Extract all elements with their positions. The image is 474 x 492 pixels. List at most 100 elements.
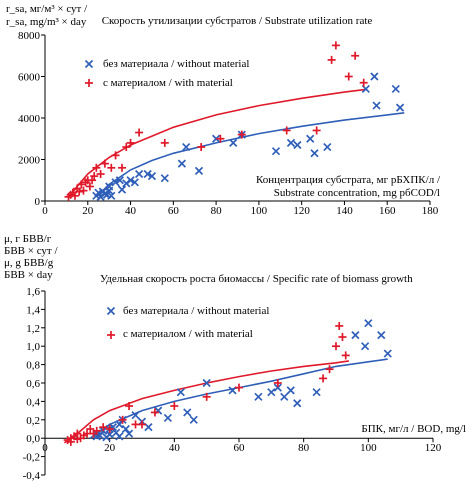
point-without-material [115,432,124,441]
x-tick-label: 20 [82,205,94,217]
point-without-material [194,166,204,176]
y-axis-label-line1: μ, г БВВ/г [4,233,52,245]
legend-label-with-material: с материалом / with material [123,328,253,340]
point-with-material [111,151,120,160]
point-with-material [138,420,146,429]
legend-marker-without-material [106,306,116,316]
point-without-material [121,424,130,434]
point-without-material [370,72,379,81]
x-tick-label: 120 [425,442,442,454]
point-with-material [160,138,169,147]
point-without-material [182,142,191,152]
point-with-material [99,423,108,432]
point-without-material [147,171,157,181]
point-with-material [150,408,159,417]
point-with-material [341,351,350,360]
x-tick-label: 180 [422,205,439,217]
legend: без материала / without material с матер… [106,305,269,340]
x-axis-label-line2: Substrate concentration, mg рбCOD/l [274,187,440,199]
y-tick-labels: -0,4 -0,2 0,0 0,2 0,4 0,6 0,8 1,0 1,2 1,4 1,6 [23,286,41,482]
point-with-material [70,191,79,200]
legend-marker [107,331,115,339]
point-with-material [237,130,246,139]
point-without-material [212,134,221,143]
point-without-material [351,331,360,340]
axes [41,34,431,205]
point-without-material [163,413,172,423]
point-without-material [115,176,124,185]
point-with-material [335,321,344,330]
point-with-material [273,379,282,387]
point-with-material [235,383,243,392]
point-with-material [135,128,144,137]
point-without-material [189,415,198,424]
legend-marker [106,306,116,316]
point-without-material [111,178,120,187]
x-tick-label: 40 [169,442,181,454]
point-with-material [331,41,340,50]
point-without-material [126,176,135,185]
point-without-material [391,84,400,94]
point-without-material [306,134,315,143]
point-without-material [273,383,282,392]
y-tick-label: -0,2 [23,452,40,464]
x-axis-label: БПК, мг/л / BOD, mg/l [361,423,466,435]
x-axis-label-line1: Концентрация субстрата, мг рБХПК/л / [256,174,441,186]
point-without-material [105,182,114,191]
fit-line-with-material [63,360,350,444]
point-without-material [286,386,295,395]
legend-label-without-material: без материала / without material [103,58,249,70]
y-axis-label-line2: r_sa, mg/m³ × day [6,16,87,28]
point-without-material [286,138,296,148]
point-with-material [122,143,131,152]
x-tick-label: 60 [234,442,246,454]
axes [41,290,434,476]
point-with-material [359,78,368,87]
y-tick-label: 1,2 [26,323,40,335]
point-without-material [131,411,140,420]
point-without-material [323,142,332,152]
point-with-material [66,437,75,446]
y-tick-label: 4000 [18,113,41,125]
legend-label-without-material: без материала / without material [123,305,269,317]
point-with-material [75,187,84,196]
y-tick-label: 8000 [18,30,41,42]
point-with-material [118,163,126,172]
y-tick-label: 0,4 [26,396,40,408]
point-without-material [383,349,392,358]
y-axis-label-line1: r_sa, мг/м³ × сут / [6,3,88,15]
point-without-material [364,319,373,328]
point-with-material [197,143,206,152]
point-without-material [130,178,139,187]
x-tick-label: 120 [293,205,310,217]
point-with-material [202,392,211,401]
point-without-material [312,388,321,397]
y-axis-label-line2: БВВ × сут / [4,245,58,257]
point-with-material [86,425,95,433]
y-axis-label-line3: μ, g БВВ/g [4,257,54,269]
legend: без материала / without material с матер… [84,58,249,89]
legend-marker-with-material [85,79,93,87]
point-with-material [338,333,347,341]
point-without-material [280,392,289,401]
y-tick-label: 0,8 [26,360,40,372]
x-tick-label: 160 [379,205,396,217]
legend-marker-without-material [84,59,94,69]
biomass-growth-chart: μ, г БВВ/г БВВ × сут / μ, g БВВ/g БВВ × … [4,233,466,482]
point-without-material [124,429,134,438]
point-without-material [183,408,192,417]
legend-marker [84,59,94,69]
point-without-material [293,399,302,408]
trend-lines [67,88,405,199]
point-without-material [160,174,169,183]
point-without-material [117,185,127,194]
fit-line-with-material [67,88,366,199]
point-without-material [271,147,281,156]
point-without-material [360,342,370,351]
point-without-material [228,386,237,395]
point-without-material [143,169,152,179]
point-without-material [310,149,319,158]
substrate-utilization-chart: r_sa, мг/м³ × сут / r_sa, mg/m³ × day Ск… [6,3,441,217]
